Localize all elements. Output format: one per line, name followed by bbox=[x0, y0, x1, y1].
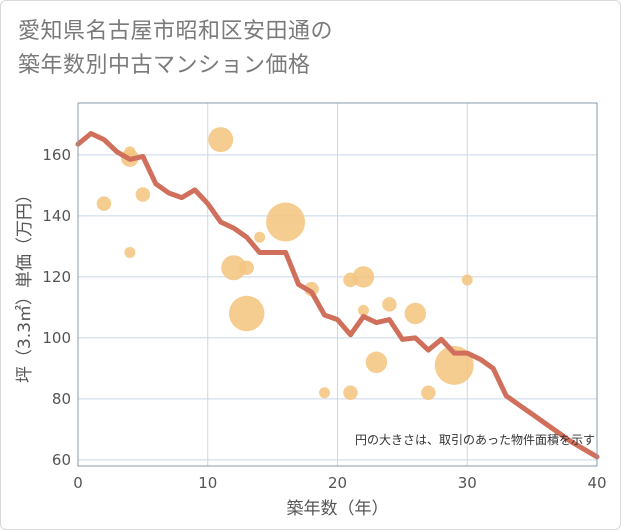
bubble-point bbox=[239, 260, 254, 275]
y-tick-label: 60 bbox=[52, 451, 71, 469]
x-tick-label: 40 bbox=[587, 474, 606, 492]
bubble-point bbox=[365, 351, 388, 374]
x-tick-label: 30 bbox=[458, 474, 477, 492]
plot-frame bbox=[77, 102, 598, 467]
chart-title: 愛知県名古屋市昭和区安田通の 築年数別中古マンション価格 bbox=[18, 15, 333, 83]
x-tick-label: 10 bbox=[198, 474, 217, 492]
y-tick-label: 80 bbox=[52, 390, 71, 408]
bubble-point bbox=[319, 387, 331, 399]
bubble-point bbox=[135, 187, 151, 202]
bubble-size-note: 円の大きさは、取引のあった物件面積を示す bbox=[355, 432, 595, 447]
bubble-point bbox=[421, 385, 436, 401]
bubble-point bbox=[343, 385, 358, 401]
bubble-point bbox=[254, 231, 266, 243]
x-tick-label: 0 bbox=[73, 474, 83, 492]
bubble-point bbox=[404, 302, 427, 325]
x-tick-label: 20 bbox=[328, 474, 347, 492]
bubble-point bbox=[382, 297, 397, 312]
bubble-point bbox=[221, 255, 247, 281]
x-axis-label: 築年数（年） bbox=[287, 499, 389, 519]
y-tick-label: 120 bbox=[42, 268, 71, 286]
bubble-point bbox=[228, 295, 265, 332]
bubble-point bbox=[124, 246, 136, 258]
bubble-point bbox=[96, 196, 112, 211]
chart-title-line2: 築年数別中古マンション価格 bbox=[18, 53, 311, 78]
y-tick-label: 100 bbox=[42, 329, 71, 347]
y-tick-label: 140 bbox=[42, 207, 71, 225]
bubble-point bbox=[208, 127, 234, 153]
bubble-point bbox=[357, 304, 369, 316]
bubble-point bbox=[124, 146, 136, 158]
bubble-point bbox=[352, 266, 375, 288]
y-tick-label: 160 bbox=[42, 146, 71, 164]
average-price-line bbox=[75, 131, 600, 460]
x-tick-labels: 0 10 20 30 40 bbox=[73, 474, 606, 492]
y-tick-labels: 60 80 100 120 140 160 bbox=[42, 146, 71, 469]
bubble-point bbox=[461, 274, 473, 286]
y-axis-label: 坪（3.3㎡）単価（万円） bbox=[15, 186, 35, 383]
bubble-point bbox=[266, 202, 306, 242]
chart-title-line1: 愛知県名古屋市昭和区安田通の bbox=[18, 19, 334, 44]
